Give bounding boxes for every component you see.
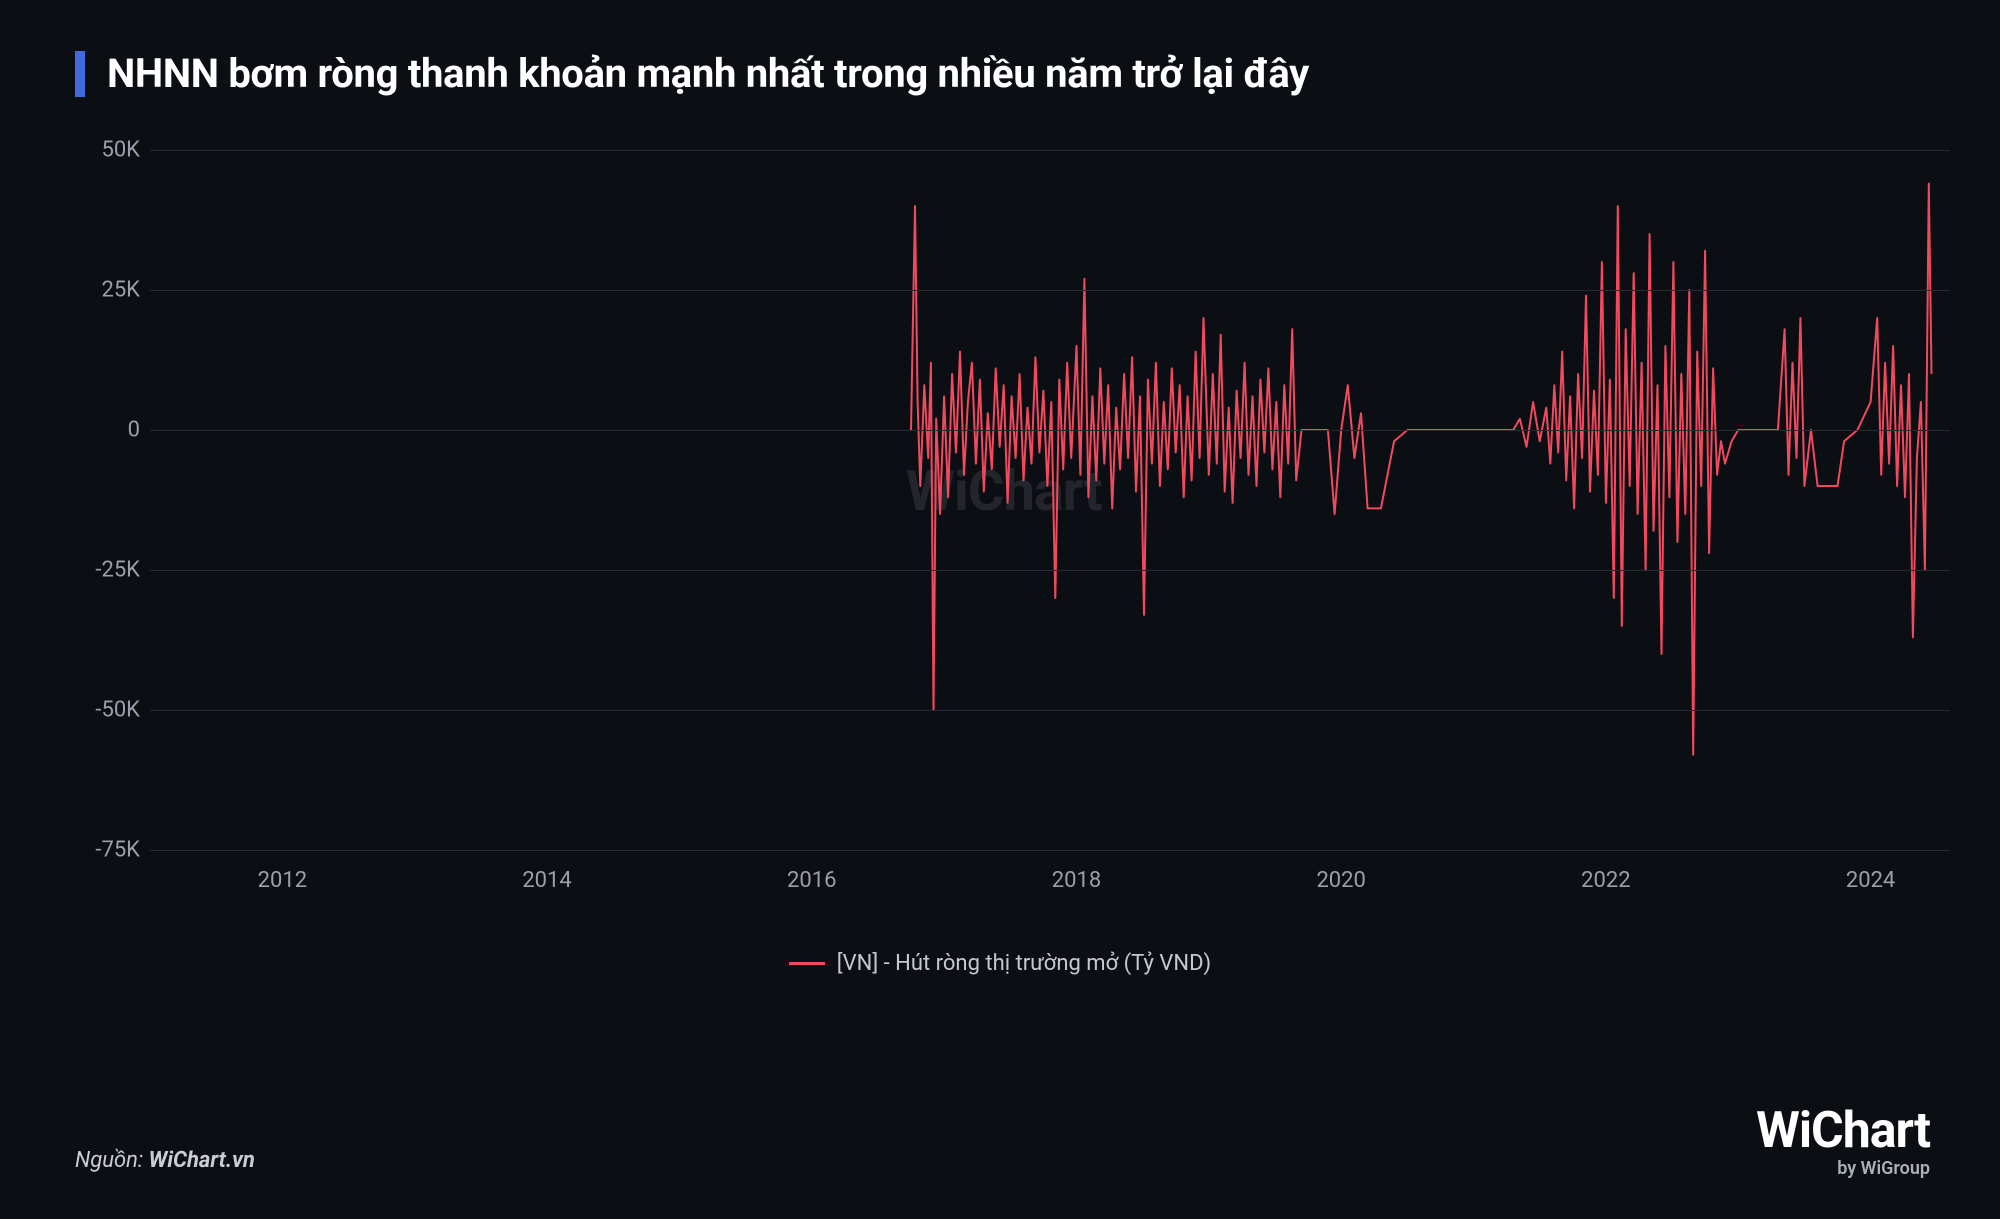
title-accent-bar <box>75 51 85 97</box>
grid-line <box>150 290 1950 291</box>
brand-sub-text: by WiGroup <box>1756 1158 1930 1179</box>
source-prefix: Nguồn: <box>75 1148 143 1173</box>
grid-line <box>150 150 1950 151</box>
x-axis-label: 2016 <box>787 868 836 893</box>
x-axis-label: 2022 <box>1581 868 1630 893</box>
y-axis-label: -50K <box>70 698 140 723</box>
grid-line <box>150 430 1950 431</box>
chart-plot: WiChart 2012201420162018202020222024 <box>150 150 1950 850</box>
x-axis-label: 2018 <box>1052 868 1101 893</box>
y-axis-label: 25K <box>70 278 140 303</box>
x-axis-label: 2014 <box>522 868 571 893</box>
y-axis-label: -25K <box>70 558 140 583</box>
y-axis-label: -75K <box>70 838 140 863</box>
brand-main-text: WiChart <box>1756 1106 1930 1156</box>
source-note: Nguồn: WiChart.vn <box>75 1148 255 1173</box>
grid-line <box>150 570 1950 571</box>
chart-area: WiChart 2012201420162018202020222024 -75… <box>70 150 1950 890</box>
grid-line <box>150 850 1950 851</box>
source-value: WiChart.vn <box>149 1148 255 1173</box>
y-axis-label: 50K <box>70 138 140 163</box>
x-axis-label: 2024 <box>1846 868 1895 893</box>
x-axis-label: 2012 <box>258 868 307 893</box>
line-series <box>150 150 1950 850</box>
grid-line <box>150 710 1950 711</box>
chart-title: NHNN bơm ròng thanh khoản mạnh nhất tron… <box>107 50 1309 97</box>
series-path <box>911 184 1932 755</box>
x-axis-label: 2020 <box>1316 868 1365 893</box>
legend-item: [VN] - Hút ròng thị trường mở (Tỷ VND) <box>789 951 1211 976</box>
chart-title-container: NHNN bơm ròng thanh khoản mạnh nhất tron… <box>75 50 1309 97</box>
y-axis-label: 0 <box>70 418 140 443</box>
legend-swatch <box>789 962 825 965</box>
chart-legend: [VN] - Hút ròng thị trường mở (Tỷ VND) <box>0 950 2000 976</box>
brand-logo: WiChart by WiGroup <box>1756 1106 1930 1179</box>
legend-label: [VN] - Hút ròng thị trường mở (Tỷ VND) <box>837 951 1211 976</box>
